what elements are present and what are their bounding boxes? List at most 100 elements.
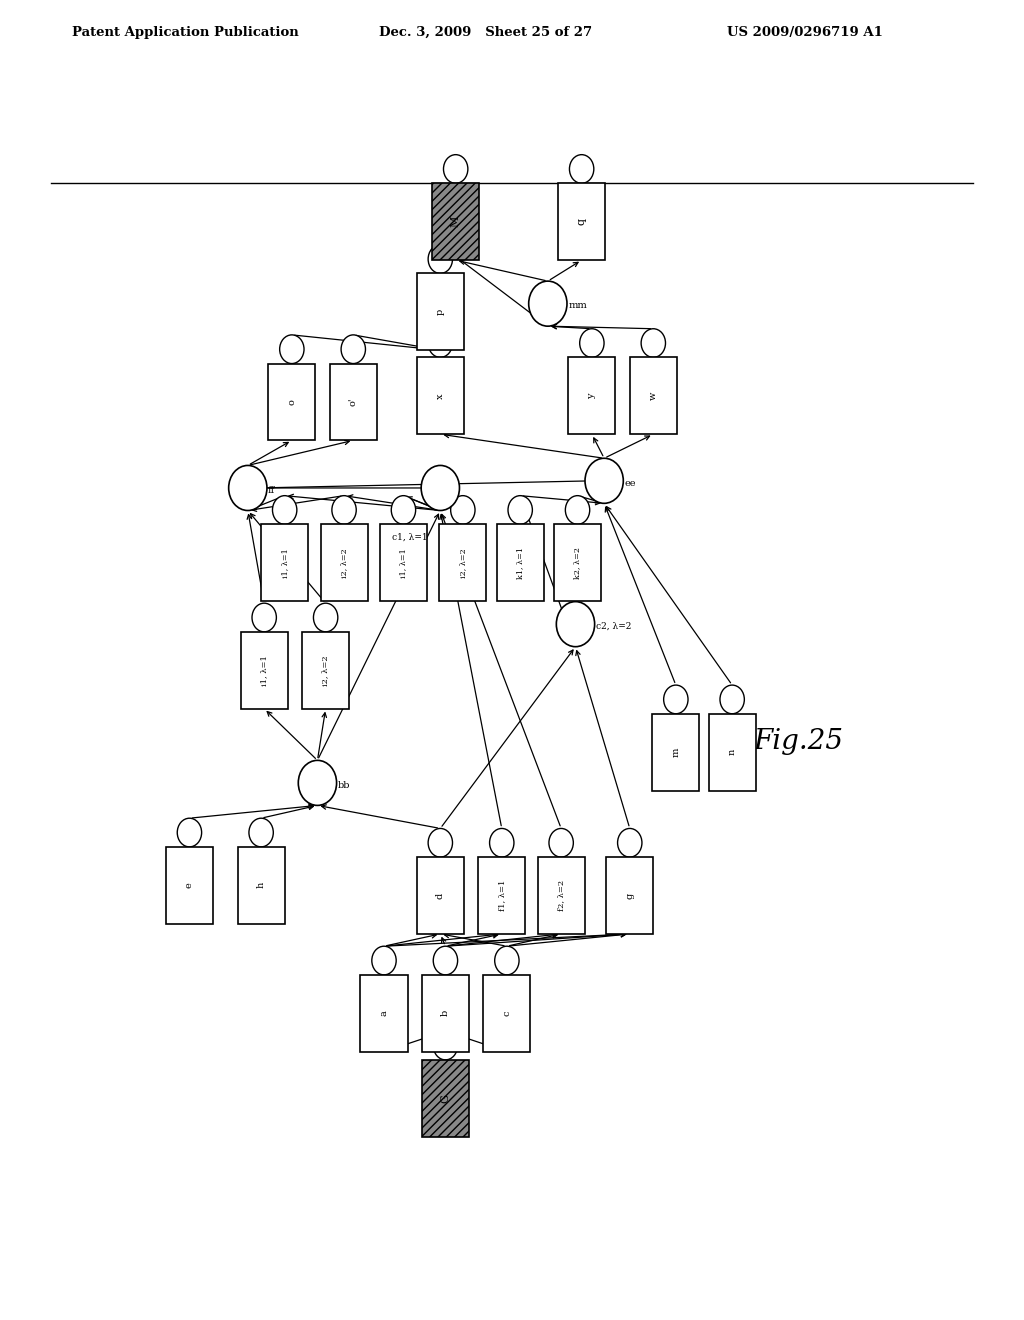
Text: a: a [380, 1010, 388, 1016]
Ellipse shape [617, 829, 642, 857]
Ellipse shape [428, 244, 453, 273]
Ellipse shape [313, 603, 338, 632]
Text: i1, λ=1: i1, λ=1 [399, 548, 408, 578]
Bar [538, 857, 585, 935]
Text: k1, λ=1: k1, λ=1 [516, 546, 524, 578]
Text: i2, λ=2: i2, λ=2 [322, 655, 330, 685]
Text: ee: ee [625, 479, 636, 487]
Text: Patent Application Publication: Patent Application Publication [72, 25, 298, 38]
Text: q: q [577, 218, 587, 226]
Bar [417, 358, 464, 434]
Ellipse shape [177, 818, 202, 847]
Ellipse shape [495, 946, 519, 975]
Bar [166, 847, 213, 924]
Ellipse shape [443, 154, 468, 183]
Ellipse shape [565, 495, 590, 524]
Bar [321, 524, 368, 601]
Bar [268, 363, 315, 441]
Ellipse shape [332, 495, 356, 524]
Text: d: d [436, 892, 444, 899]
Bar [417, 857, 464, 935]
Text: h: h [257, 882, 265, 888]
Bar [261, 524, 308, 601]
Text: c: c [503, 1011, 511, 1016]
Text: b: b [441, 1010, 450, 1016]
Ellipse shape [549, 829, 573, 857]
Bar [630, 358, 677, 434]
Ellipse shape [249, 818, 273, 847]
Ellipse shape [489, 829, 514, 857]
Bar [709, 714, 756, 791]
Text: c2, λ=2: c2, λ=2 [596, 622, 631, 631]
Text: mm: mm [568, 301, 587, 310]
Bar [432, 183, 479, 260]
Ellipse shape [298, 760, 337, 805]
Text: p: p [436, 309, 444, 315]
Ellipse shape [585, 458, 624, 503]
Ellipse shape [391, 495, 416, 524]
Bar [558, 183, 605, 260]
Text: i2, λ=2: i2, λ=2 [340, 548, 348, 578]
Text: Dec. 3, 2009   Sheet 25 of 27: Dec. 3, 2009 Sheet 25 of 27 [379, 25, 592, 38]
Ellipse shape [341, 335, 366, 363]
Ellipse shape [372, 946, 396, 975]
Ellipse shape [428, 329, 453, 358]
Ellipse shape [580, 329, 604, 358]
Text: US 2009/0296719 A1: US 2009/0296719 A1 [727, 25, 883, 38]
Ellipse shape [228, 466, 267, 511]
Text: f1, λ=1: f1, λ=1 [498, 880, 506, 911]
Ellipse shape [528, 281, 567, 326]
Text: i2, λ=2: i2, λ=2 [459, 548, 467, 578]
Bar [302, 632, 349, 709]
Bar [606, 857, 653, 935]
Bar [568, 358, 615, 434]
Ellipse shape [556, 602, 595, 647]
Text: i1, λ=1: i1, λ=1 [281, 548, 289, 578]
Text: g: g [626, 892, 634, 899]
Bar [652, 714, 699, 791]
Bar [360, 975, 408, 1052]
Bar [554, 524, 601, 601]
Text: ff: ff [268, 486, 275, 495]
Ellipse shape [720, 685, 744, 714]
Bar [439, 524, 486, 601]
Ellipse shape [433, 946, 458, 975]
Text: m: m [672, 747, 680, 756]
Text: i1, λ=1: i1, λ=1 [260, 655, 268, 685]
Ellipse shape [641, 329, 666, 358]
Text: y: y [588, 393, 596, 399]
Ellipse shape [428, 829, 453, 857]
Text: w: w [649, 392, 657, 400]
Bar [422, 1060, 469, 1137]
Text: G: G [440, 1094, 451, 1102]
Bar [422, 975, 469, 1052]
Ellipse shape [280, 335, 304, 363]
Bar [238, 847, 285, 924]
Text: e: e [185, 882, 194, 888]
Text: f2, λ=2: f2, λ=2 [557, 880, 565, 911]
Bar [330, 363, 377, 441]
Bar [417, 273, 464, 350]
Ellipse shape [272, 495, 297, 524]
Text: c1, λ=1: c1, λ=1 [392, 532, 427, 541]
Ellipse shape [508, 495, 532, 524]
Bar [478, 857, 525, 935]
Text: o': o' [349, 397, 357, 407]
Ellipse shape [433, 1031, 458, 1060]
Text: M: M [451, 216, 461, 227]
Bar [497, 524, 544, 601]
Ellipse shape [421, 466, 460, 511]
Bar [380, 524, 427, 601]
Text: Fig.25: Fig.25 [754, 729, 844, 755]
Ellipse shape [664, 685, 688, 714]
Text: bb: bb [338, 780, 350, 789]
Text: o: o [288, 399, 296, 405]
Ellipse shape [451, 495, 475, 524]
Bar [241, 632, 288, 709]
Ellipse shape [569, 154, 594, 183]
Text: n: n [728, 748, 736, 755]
Ellipse shape [252, 603, 276, 632]
Text: x: x [436, 393, 444, 399]
Bar [483, 975, 530, 1052]
Text: k2, λ=2: k2, λ=2 [573, 546, 582, 578]
